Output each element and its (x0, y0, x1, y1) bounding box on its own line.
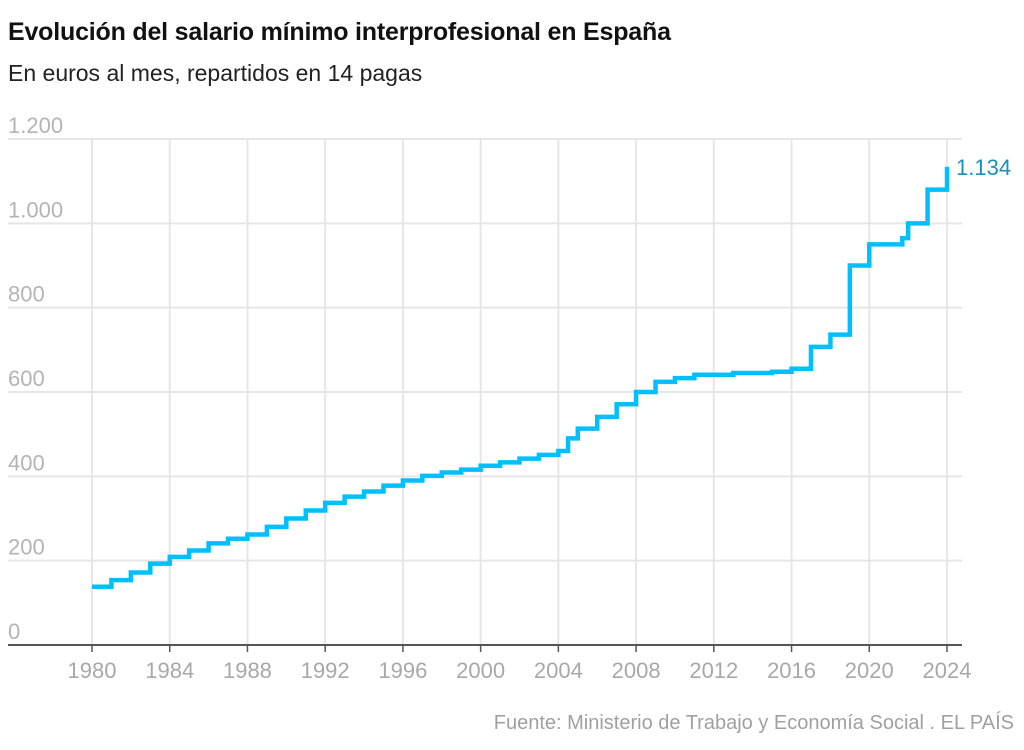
x-tick-label: 2008 (612, 658, 661, 683)
x-tick-label: 2020 (845, 658, 894, 683)
x-tick-label: 2012 (689, 658, 738, 683)
y-gridlines (8, 138, 962, 562)
y-tick-label: 200 (8, 535, 45, 560)
y-tick-label: 1.000 (8, 197, 63, 222)
y-tick-label: 600 (8, 366, 45, 391)
x-tick-label: 1988 (223, 658, 272, 683)
y-tick-labels: 0 200 400 600 800 1.000 1.200 (8, 113, 63, 644)
x-tick-label: 1980 (68, 658, 117, 683)
y-tick-label: 800 (8, 282, 45, 307)
x-tick-label: 2024 (923, 658, 972, 683)
x-tick-label: 2000 (456, 658, 505, 683)
x-tick-label: 1996 (378, 658, 427, 683)
y-tick-label: 400 (8, 450, 45, 475)
x-tick-label: 1984 (145, 658, 194, 683)
chart-subtitle: En euros al mes, repartidos en 14 pagas (8, 60, 423, 86)
x-tick-labels: 1980 1984 1988 1992 1996 2000 2004 2008 2012 2016… (68, 658, 972, 683)
x-tick-label: 1992 (301, 658, 350, 683)
y-tick-label: 0 (8, 619, 20, 644)
x-tick-marks (91, 645, 948, 652)
chart-title: Evolución del salario mínimo interprofes… (8, 18, 671, 46)
y-tick-label: 1.200 (8, 113, 63, 138)
series-group (92, 166, 950, 590)
end-value-label: 1.134 (956, 155, 1011, 180)
source-note: Fuente: Ministerio de Trabajo y Economía… (493, 712, 1014, 734)
x-tick-label: 2004 (534, 658, 583, 683)
salary-step-line (92, 166, 950, 590)
x-tick-label: 2016 (767, 658, 816, 683)
